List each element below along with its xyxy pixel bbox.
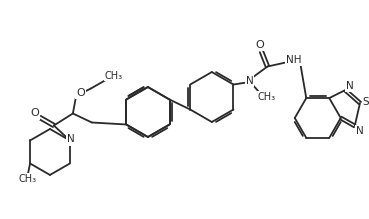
Text: N: N	[67, 134, 75, 145]
Text: N: N	[346, 81, 354, 91]
Text: N: N	[356, 126, 363, 136]
Text: NH: NH	[286, 55, 301, 65]
Text: CH₃: CH₃	[105, 71, 123, 81]
Text: O: O	[31, 108, 39, 118]
Text: O: O	[76, 88, 85, 97]
Text: O: O	[255, 40, 264, 49]
Text: N: N	[246, 76, 254, 86]
Text: CH₃: CH₃	[258, 92, 276, 102]
Text: CH₃: CH₃	[19, 175, 37, 184]
Text: S: S	[363, 97, 369, 107]
